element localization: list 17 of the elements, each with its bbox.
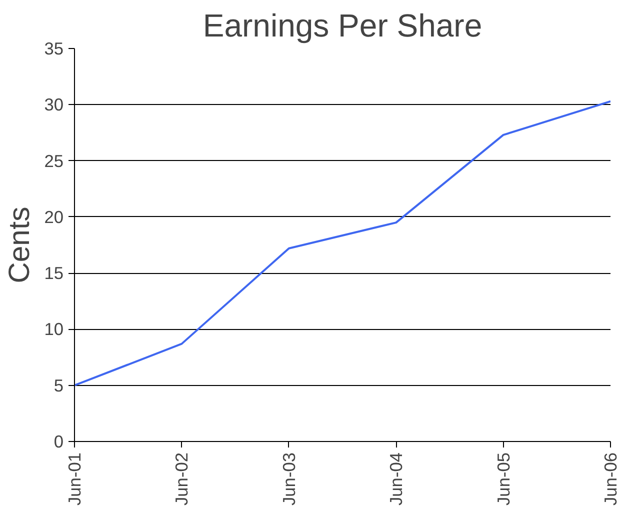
y-tick-label: 30 [44,94,64,115]
y-axis-title: Cents [3,206,36,284]
x-tick-label: Jun-03 [278,452,299,506]
y-tick-label: 15 [44,263,64,284]
x-tick-label: Jun-04 [386,452,406,506]
y-tick-label: 20 [44,206,64,227]
x-tick-label: Jun-05 [493,452,514,506]
x-tick-label: Jun-06 [600,452,620,506]
chart-title: Earnings Per Share [202,8,482,44]
x-tick-label: Jun-01 [64,452,84,506]
y-tick-label: 5 [54,375,64,396]
y-tick-label: 25 [44,150,64,171]
y-tick-label: 35 [44,38,64,58]
y-tick-label: 10 [44,319,64,340]
y-tick-label: 0 [54,432,64,452]
x-tick-label: Jun-02 [172,452,192,506]
line-series [74,100,610,386]
